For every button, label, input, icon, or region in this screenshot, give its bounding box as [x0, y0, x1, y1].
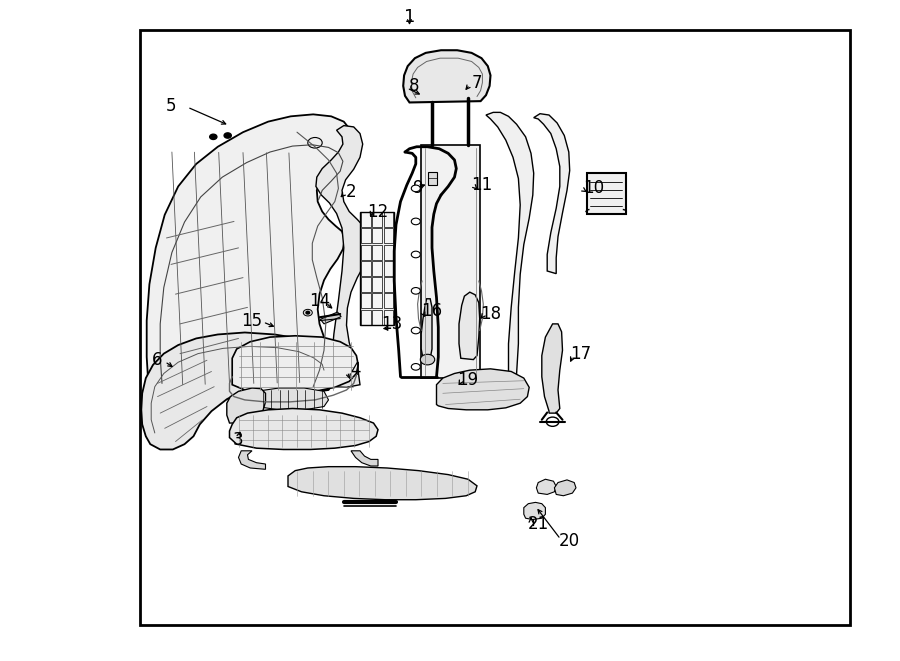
Polygon shape — [227, 388, 266, 423]
Bar — [361, 309, 371, 325]
Circle shape — [411, 327, 420, 334]
Bar — [373, 261, 382, 276]
Polygon shape — [256, 388, 328, 410]
Text: 4: 4 — [350, 361, 361, 379]
Circle shape — [411, 185, 420, 192]
Bar — [383, 229, 393, 243]
Circle shape — [210, 134, 217, 139]
Text: 17: 17 — [570, 344, 591, 363]
Text: 11: 11 — [471, 176, 492, 194]
Bar — [320, 312, 341, 324]
Bar — [360, 212, 394, 325]
Text: 13: 13 — [381, 315, 402, 333]
Text: 7: 7 — [472, 73, 482, 92]
Polygon shape — [459, 292, 480, 360]
Polygon shape — [238, 451, 266, 469]
Bar — [361, 261, 371, 276]
Bar — [383, 277, 393, 292]
Text: 6: 6 — [152, 351, 163, 369]
Bar — [361, 212, 371, 227]
Polygon shape — [536, 479, 556, 494]
Polygon shape — [351, 451, 378, 466]
Bar — [383, 293, 393, 308]
Bar — [383, 245, 393, 260]
Text: 14: 14 — [309, 292, 330, 310]
Bar — [361, 229, 371, 243]
Text: 9: 9 — [413, 179, 424, 198]
Circle shape — [411, 288, 420, 294]
Circle shape — [411, 251, 420, 258]
Polygon shape — [288, 467, 477, 500]
Polygon shape — [436, 369, 529, 410]
Polygon shape — [421, 299, 432, 358]
Polygon shape — [141, 332, 328, 449]
Circle shape — [303, 309, 312, 316]
Circle shape — [306, 311, 310, 314]
Text: 18: 18 — [480, 305, 501, 323]
Circle shape — [546, 417, 559, 426]
Circle shape — [411, 364, 420, 370]
Text: 16: 16 — [421, 301, 443, 320]
FancyBboxPatch shape — [421, 145, 480, 378]
Polygon shape — [230, 408, 378, 449]
Bar — [373, 212, 382, 227]
Text: 19: 19 — [457, 371, 479, 389]
Polygon shape — [486, 112, 534, 377]
Text: 1: 1 — [404, 7, 415, 26]
Text: 2: 2 — [346, 182, 356, 201]
Bar — [383, 212, 393, 227]
Polygon shape — [232, 336, 358, 393]
Bar — [373, 245, 382, 260]
Bar — [373, 277, 382, 292]
Polygon shape — [542, 324, 562, 413]
Bar — [383, 309, 393, 325]
Circle shape — [411, 218, 420, 225]
Text: 3: 3 — [233, 430, 244, 449]
Bar — [361, 293, 371, 308]
Text: 12: 12 — [367, 202, 389, 221]
Text: 5: 5 — [166, 97, 176, 115]
Polygon shape — [147, 114, 353, 399]
Bar — [428, 172, 436, 185]
Bar — [140, 30, 850, 625]
Bar — [373, 309, 382, 325]
Polygon shape — [534, 114, 570, 274]
Text: 10: 10 — [583, 179, 605, 198]
Bar — [373, 293, 382, 308]
Circle shape — [224, 133, 231, 138]
Bar — [383, 261, 393, 276]
Bar — [361, 277, 371, 292]
Text: 8: 8 — [409, 77, 419, 95]
Text: 15: 15 — [241, 311, 263, 330]
Text: 21: 21 — [527, 514, 549, 533]
Polygon shape — [524, 502, 545, 520]
Bar — [361, 245, 371, 260]
Circle shape — [420, 354, 435, 365]
Polygon shape — [316, 126, 369, 387]
Polygon shape — [554, 480, 576, 496]
Polygon shape — [403, 50, 490, 102]
FancyBboxPatch shape — [587, 173, 626, 214]
Text: 20: 20 — [559, 531, 580, 550]
Bar — [373, 229, 382, 243]
